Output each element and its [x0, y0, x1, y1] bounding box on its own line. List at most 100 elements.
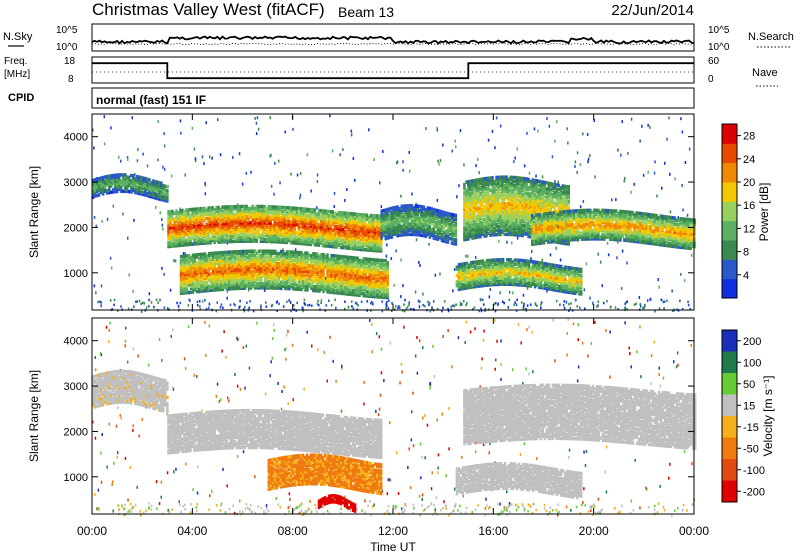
echo-cell	[394, 222, 397, 226]
echo-cell	[293, 216, 297, 221]
echo-cell	[108, 182, 111, 187]
echo-cell	[341, 227, 345, 232]
echo-cell	[92, 194, 95, 199]
echo-cell	[333, 236, 337, 241]
echo-cell	[353, 228, 357, 233]
echo-cell	[287, 234, 291, 239]
echo-cell	[305, 209, 309, 214]
echo-cell	[311, 210, 315, 214]
echo-cell	[319, 233, 323, 237]
echo-cell	[410, 230, 413, 235]
echo-cell	[187, 260, 191, 264]
echo-cell	[175, 237, 178, 242]
echo-cell	[357, 221, 361, 225]
echo-cell	[285, 206, 288, 210]
echo-cell	[294, 264, 297, 269]
echo-cell	[280, 260, 283, 264]
echo-cell	[321, 209, 325, 213]
echo-cell	[365, 225, 369, 230]
echo-cell	[142, 182, 145, 186]
echo-cell	[329, 214, 333, 218]
echo-cell	[351, 212, 355, 216]
echo-cell	[181, 210, 184, 215]
echo-cell	[304, 279, 307, 284]
echo-cell	[282, 268, 285, 272]
echo-cell	[420, 217, 423, 221]
scatter-cell	[106, 217, 109, 221]
echo-cell	[414, 214, 417, 218]
echo-cell	[370, 290, 373, 295]
echo-cell	[94, 194, 97, 198]
echo-cell	[380, 219, 383, 224]
echo-cell	[315, 218, 319, 223]
echo-cell	[205, 284, 209, 289]
echo-cell	[280, 284, 283, 288]
echo-cell	[241, 227, 244, 231]
echo-cell	[372, 288, 375, 293]
echo-cell	[440, 232, 444, 237]
echo-cell	[284, 280, 287, 285]
echo-cell	[225, 264, 229, 269]
echo-cell	[225, 229, 228, 234]
echo-cell	[237, 221, 240, 225]
echo-cell	[314, 264, 317, 268]
echo-cell	[108, 190, 111, 195]
echo-cell	[369, 213, 373, 218]
echo-cell	[247, 208, 250, 213]
echo-cell	[262, 267, 265, 272]
echo-cell	[282, 260, 285, 264]
echo-cell	[343, 213, 347, 217]
echo-cell	[278, 251, 281, 256]
echo-cell	[250, 276, 253, 280]
echo-cell	[416, 222, 419, 227]
ground-scatter-cell	[450, 305, 453, 308]
echo-cell	[191, 257, 195, 262]
echo-cell	[181, 233, 184, 237]
echo-cell	[292, 268, 295, 273]
echo-cell	[261, 211, 264, 215]
echo-cell	[248, 265, 251, 270]
echo-cell	[386, 213, 389, 218]
echo-cell	[382, 283, 385, 287]
echo-cell	[171, 234, 174, 238]
echo-cell	[96, 177, 99, 181]
echo-cell	[408, 208, 411, 212]
echo-cell	[322, 269, 325, 273]
echo-cell	[280, 282, 283, 286]
echo-cell	[98, 185, 101, 189]
echo-cell	[375, 234, 379, 239]
echo-cell	[260, 286, 263, 290]
echo-cell	[197, 283, 201, 288]
echo-cell	[400, 216, 403, 221]
echo-cell	[354, 282, 357, 287]
echo-cell	[185, 226, 188, 231]
echo-cell	[450, 231, 454, 235]
echo-cell	[271, 235, 274, 240]
echo-cell	[158, 187, 161, 191]
echo-cell	[350, 284, 353, 288]
echo-cell	[254, 263, 257, 268]
echo-cell	[301, 213, 305, 217]
echo-cell	[327, 240, 331, 244]
echo-cell	[300, 265, 303, 269]
echo-cell	[264, 265, 267, 270]
scatter-cell	[402, 168, 404, 172]
echo-cell	[112, 188, 115, 192]
ground-scatter-cell	[270, 304, 273, 308]
echo-cell	[230, 252, 233, 256]
echo-cell	[279, 211, 282, 216]
echo-cell	[358, 264, 361, 269]
scatter-cell	[109, 256, 112, 260]
echo-cell	[340, 265, 343, 269]
ground-scatter-cell	[199, 307, 202, 311]
echo-cell	[181, 287, 185, 291]
ground-scatter-cell	[643, 306, 645, 310]
echo-cell	[277, 236, 280, 240]
echo-cell	[193, 223, 196, 228]
echo-cell	[315, 226, 319, 231]
echo-cell	[367, 225, 371, 230]
echo-cell	[378, 243, 381, 247]
echo-cell	[232, 264, 235, 268]
echo-cell	[154, 194, 157, 198]
scatter-cell	[641, 124, 643, 128]
